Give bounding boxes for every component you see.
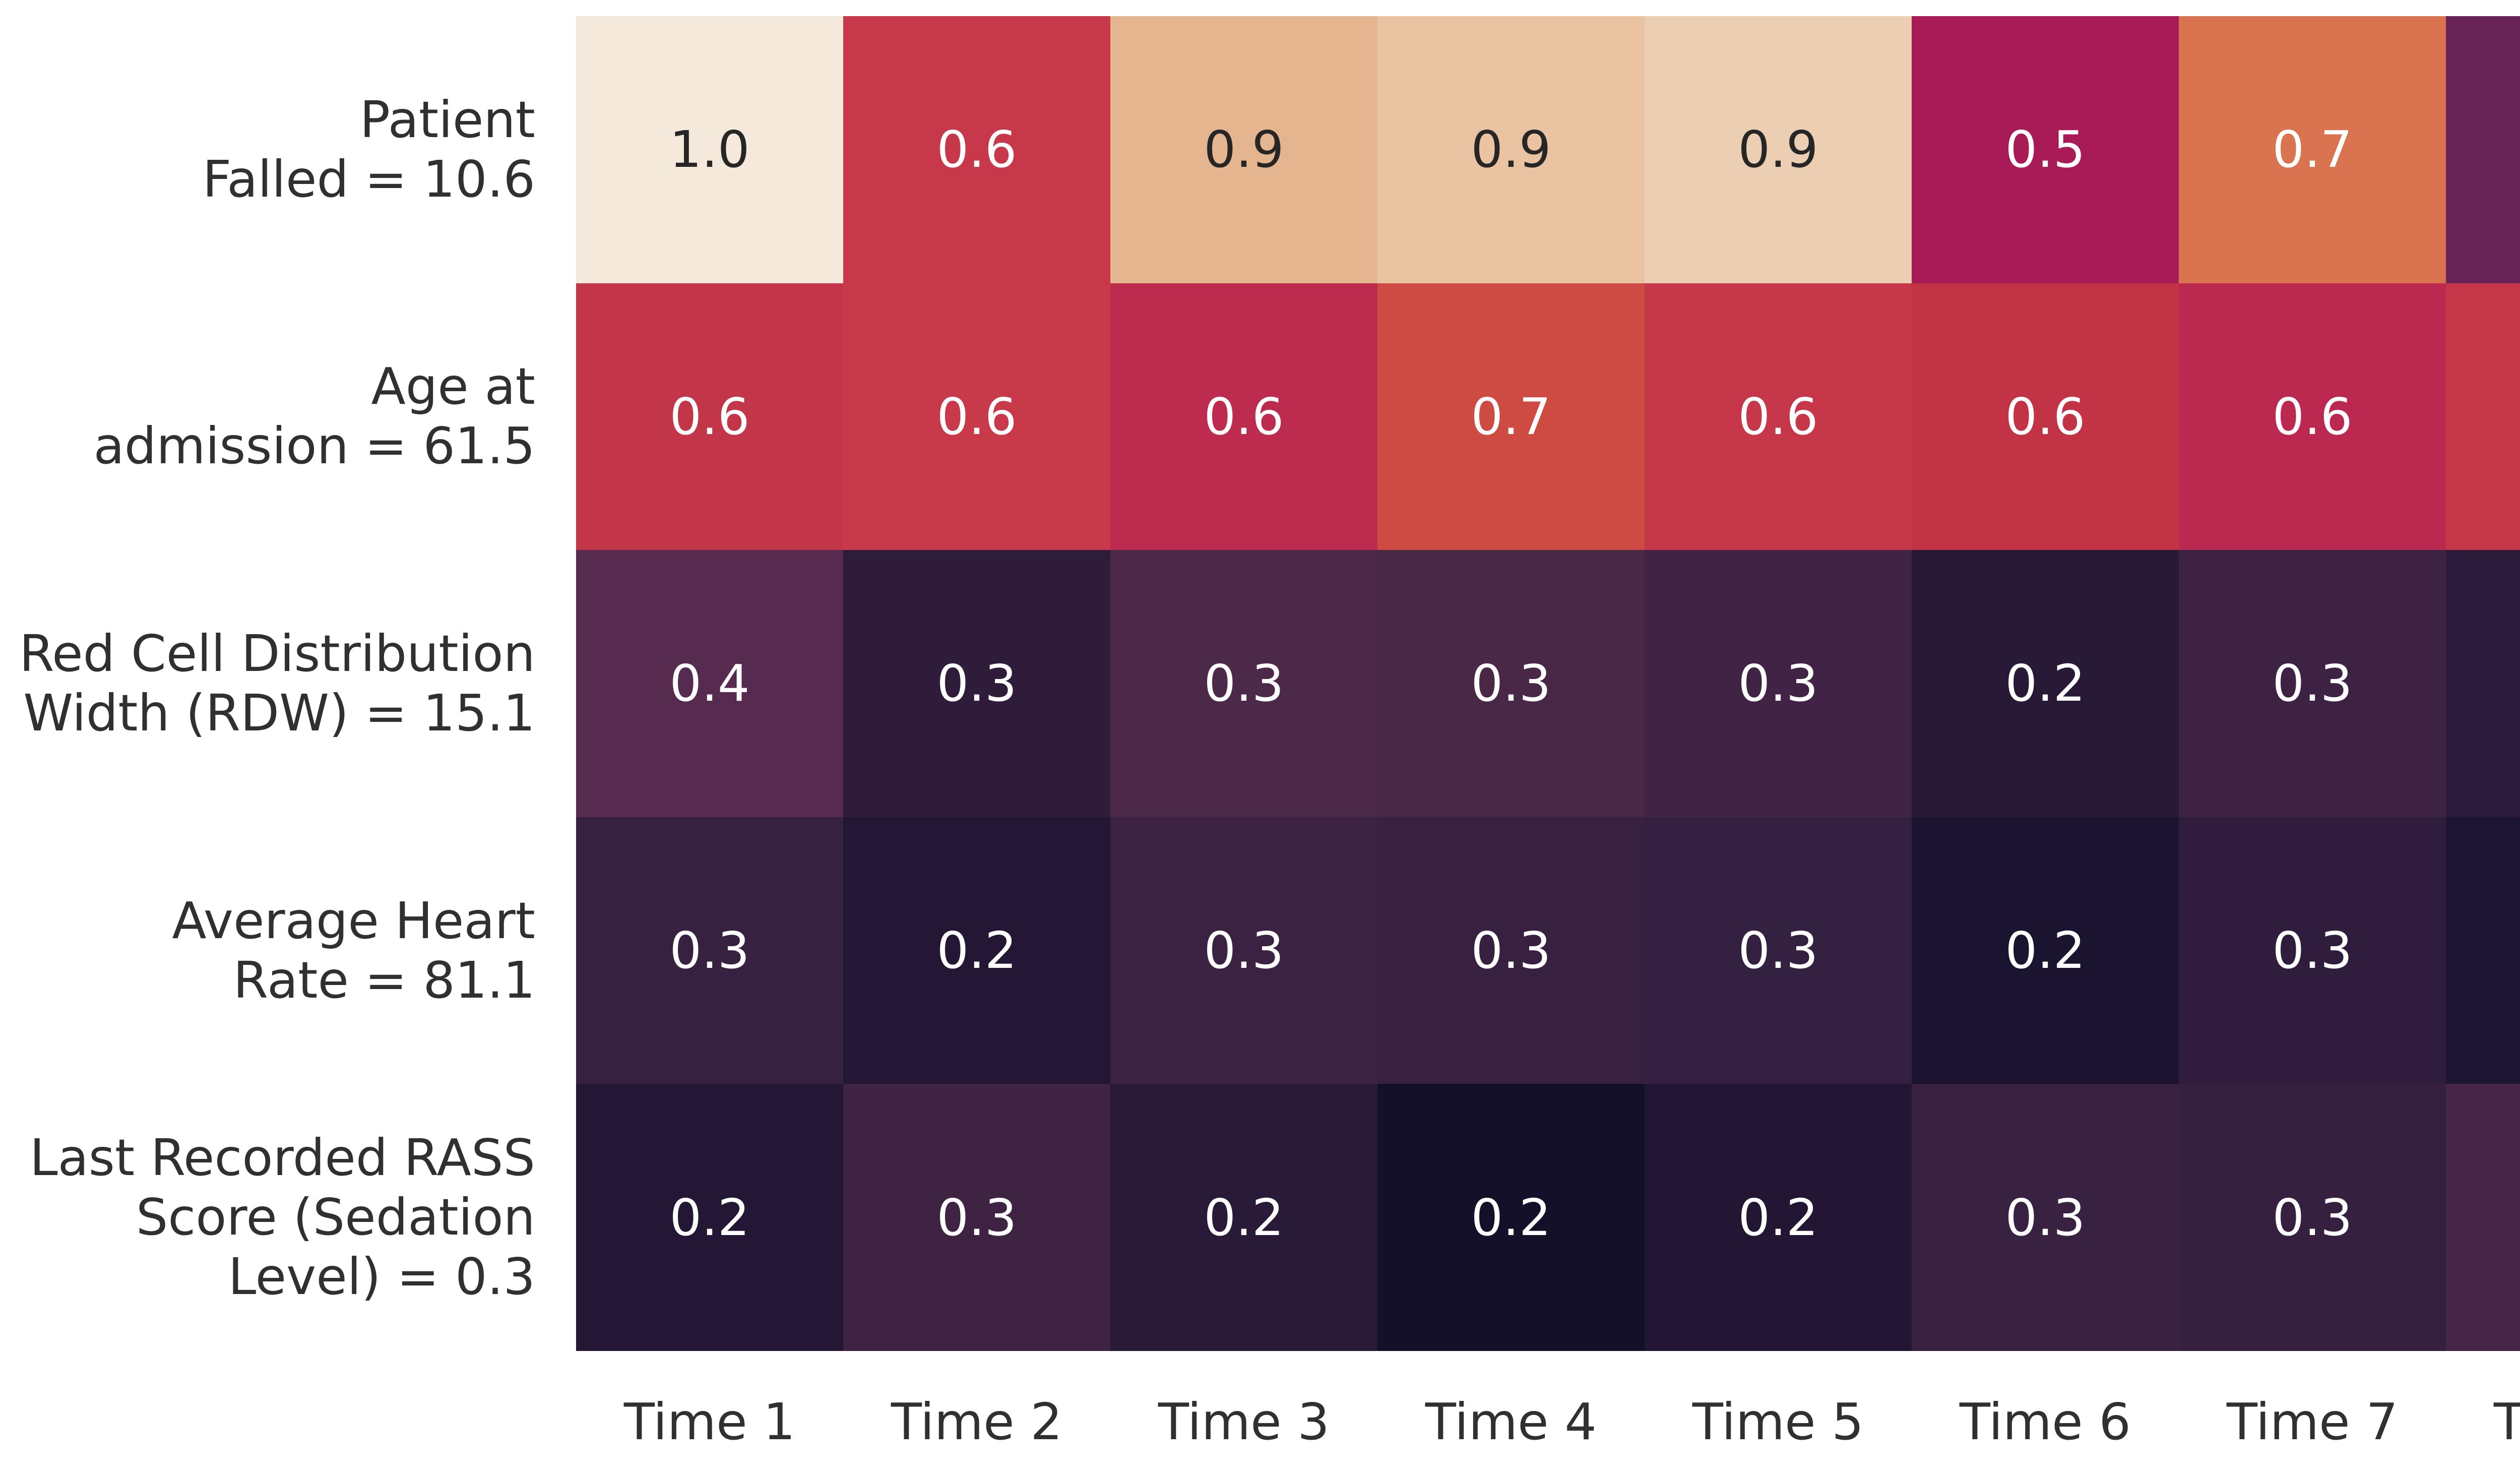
heatmap-cell: 0.2 [1912, 550, 2179, 817]
cell-value: 0.6 [936, 387, 1017, 446]
heatmap-cell: 0.6 [1912, 283, 2179, 550]
cell-value: 0.5 [2005, 120, 2086, 179]
cell-value: 0.6 [669, 387, 750, 446]
heatmap-cell: 0.6 [1110, 283, 1377, 550]
cell-value: 0.6 [2272, 387, 2353, 446]
cell-value: 0.2 [2005, 654, 2086, 713]
heatmap-cell: 0.9 [1645, 16, 1912, 283]
heatmap-cell: 0.3 [2179, 550, 2446, 817]
cell-value: 0.3 [1738, 921, 1818, 980]
column-label: Time 5 [1692, 1392, 1864, 1451]
heatmap-cell: 0.3 [2179, 1084, 2446, 1351]
cell-value: 0.2 [1738, 1188, 1818, 1247]
column-label: Time 2 [891, 1392, 1063, 1451]
cell-value: 0.2 [2005, 921, 2086, 980]
heatmap-cell: 0.7 [1377, 283, 1645, 550]
cell-value: 1.0 [669, 120, 750, 179]
cell-value: 0.3 [1471, 921, 1551, 980]
column-label: Time 7 [2226, 1392, 2399, 1451]
heatmap-cell: 0.6 [2446, 283, 2520, 550]
heatmap-cell: 0.9 [1377, 16, 1645, 283]
heatmap-cell: 0.2 [843, 817, 1110, 1084]
heatmap-cell: 0.3 [1912, 1084, 2179, 1351]
heatmap-cell: 0.3 [843, 550, 1110, 817]
heatmap-cell: 0.3 [1377, 817, 1645, 1084]
cell-value: 0.2 [1471, 1188, 1551, 1247]
row-label: Patient Falled = 10.6 [202, 90, 535, 209]
heatmap-cell: 0.6 [1645, 283, 1912, 550]
row-label: Age at admission = 61.5 [93, 357, 535, 476]
heatmap-cell: 0.3 [1110, 550, 1377, 817]
cell-value: 0.7 [1471, 387, 1551, 446]
heatmap-cell: 0.5 [1912, 16, 2179, 283]
cell-value: 0.7 [2272, 120, 2353, 179]
heatmap-cell: 0.7 [2179, 16, 2446, 283]
cell-value: 0.9 [1204, 120, 1284, 179]
column-label: Time 4 [1425, 1392, 1597, 1451]
cell-value: 0.3 [669, 921, 750, 980]
heatmap-cell: 0.2 [576, 1084, 843, 1351]
cell-value: 0.4 [669, 654, 750, 713]
heatmap-cell: 0.3 [1110, 817, 1377, 1084]
heatmap-cell: 0.6 [843, 16, 1110, 283]
heatmap-cell: 0.6 [2179, 283, 2446, 550]
cell-value: 0.3 [1471, 654, 1551, 713]
heatmap-cell: 0.2 [1912, 817, 2179, 1084]
cell-value: 0.3 [936, 654, 1017, 713]
heatmap-cell: 0.3 [2179, 817, 2446, 1084]
column-label: Time 8 [2493, 1392, 2520, 1451]
heatmap-cell: 0.3 [1645, 817, 1912, 1084]
heatmap-cell: 0.3 [843, 1084, 1110, 1351]
cell-value: 0.3 [2272, 921, 2353, 980]
cell-value: 0.6 [1204, 387, 1284, 446]
cell-value: 0.3 [2272, 654, 2353, 713]
cell-value: 0.2 [1204, 1188, 1284, 1247]
row-label: Last Recorded RASS Score (Sedation Level… [29, 1128, 535, 1307]
heatmap-cell: 0.3 [2446, 550, 2520, 817]
heatmap-cell: 0.2 [1645, 1084, 1912, 1351]
column-label: Time 6 [1959, 1392, 2131, 1451]
cell-value: 0.2 [936, 921, 1017, 980]
cell-value: 0.3 [1204, 921, 1284, 980]
cell-value: 0.9 [1471, 120, 1551, 179]
heatmap-cell: 0.2 [1110, 1084, 1377, 1351]
cell-value: 0.2 [669, 1188, 750, 1247]
heatmap-cell: 0.3 [576, 817, 843, 1084]
row-label: Red Cell Distribution Width (RDW) = 15.1 [19, 624, 535, 743]
cell-value: 0.3 [1738, 654, 1818, 713]
heatmap-cell: 0.3 [2446, 1084, 2520, 1351]
heatmap-cell: 0.2 [2446, 817, 2520, 1084]
heatmap-cell: 0.9 [1110, 16, 1377, 283]
column-label: Time 1 [623, 1392, 796, 1451]
heatmap-cell: 0.2 [1377, 1084, 1645, 1351]
row-label: Average Heart Rate = 81.1 [172, 891, 535, 1010]
cell-value: 0.3 [2005, 1188, 2086, 1247]
cell-value: 0.6 [2005, 387, 2086, 446]
cell-value: 0.3 [1204, 654, 1284, 713]
heatmap-cell: 0.3 [1377, 550, 1645, 817]
cell-value: 0.6 [936, 120, 1017, 179]
heatmap-cell: 1.0 [576, 16, 843, 283]
cell-value: 0.3 [2272, 1188, 2353, 1247]
heatmap-cell: 0.6 [576, 283, 843, 550]
column-label: Time 3 [1158, 1392, 1330, 1451]
heatmap-cell: 0.4 [2446, 16, 2520, 283]
cell-value: 0.6 [1738, 387, 1818, 446]
cell-value: 0.3 [936, 1188, 1017, 1247]
heatmap-cell: 0.6 [843, 283, 1110, 550]
heatmap-cell: 0.4 [576, 550, 843, 817]
heatmap-cell: 0.3 [1645, 550, 1912, 817]
heatmap-grid: 1.00.60.90.90.90.50.70.40.60.40.40.60.60… [576, 16, 2520, 1351]
cell-value: 0.9 [1738, 120, 1818, 179]
